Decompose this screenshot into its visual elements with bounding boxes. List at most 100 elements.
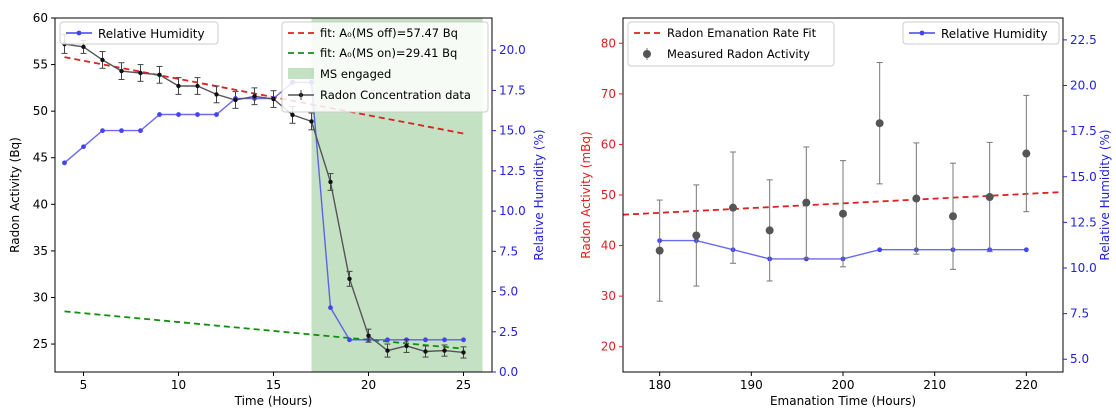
y-left-tick-label: 80 [601,36,616,50]
y-right-tick-label: 2.5 [499,325,518,339]
legend-ms-swatch [288,68,314,79]
legend-humidity-marker [76,30,82,36]
humidity-point [100,128,105,134]
measured-point [729,203,737,212]
y-left-tick-label: 35 [33,244,48,258]
radon-point [423,349,428,354]
legend-humidity: Relative Humidity [59,21,219,45]
y-right-tick-label: 10.0 [1070,261,1097,275]
measured-point [912,194,921,203]
radon-point [385,348,390,353]
radon-point [100,57,105,63]
legend-fit-on-label: fit: A₀(MS on)=29.41 Bq [320,46,457,60]
y-right-tick-label: 5.0 [499,285,518,299]
humidity-point [157,112,162,117]
x-tick-label: 220 [1015,378,1038,392]
y-left-tick-label: 40 [601,239,616,253]
legend-fit-off-label: fit: A₀(MS off)=57.47 Bq [320,26,458,40]
legend-box [627,21,835,67]
legend-fit-label: Radon Emanation Rate Fit [667,26,817,40]
x-tick-label: 15 [266,378,281,392]
radon-point [309,119,314,124]
chart-radon-vs-emanation-time: 180 190 200 210 220 20 30 40 50 60 70 80 5.0 7.5 10.0 1… [579,17,1112,408]
radon-point [290,112,295,118]
measured-point [765,226,774,235]
x-tick-label: 25 [456,378,471,392]
legend-humidity-label: Relative Humidity [98,27,205,41]
humidity-point [214,112,219,117]
fit-line [64,310,464,350]
y-right-tick-label: 10.0 [499,204,526,218]
humidity-point [442,337,447,343]
legend-humidity-label: Relative Humidity [941,27,1048,41]
measured-point [1022,149,1031,158]
measured-point [655,246,664,255]
radon-point [442,348,447,353]
legend-humidity-marker [919,30,925,36]
radon-point [214,92,219,97]
x-axis-label: Time (Hours) [234,394,313,408]
y-left-tick-label: 50 [601,188,616,202]
legend-box [59,21,219,45]
y-right-tick-label: 12.5 [499,164,526,178]
radon-line [64,43,464,354]
y-right-tick-label: 7.5 [499,244,518,258]
radon-point [404,343,409,349]
radon-point [461,350,466,355]
humidity-point [385,337,390,343]
legend-humidity: Relative Humidity [902,21,1060,45]
x-tick-label: 200 [832,378,855,392]
humidity-point [81,144,86,150]
y-left-tick-label: 60 [601,137,616,151]
radon-point [176,83,181,89]
y-left-axis-label: Radon Activity (Bq) [8,137,22,253]
radon-point [252,94,257,99]
y-left-tick-label: 60 [33,11,48,25]
y-right-tick-label: 22.5 [1070,33,1097,47]
y-left-tick-label: 30 [33,290,48,304]
x-tick-label: 5 [80,378,88,392]
humidity-line [64,81,464,341]
humidity-point [423,337,428,343]
measured-point [985,193,994,202]
humidity-point [803,256,809,262]
y-right-axis-label: Relative Humidity (%) [532,129,546,260]
measured-point [949,212,957,221]
y-left-tick-label: 40 [33,197,48,211]
radon-point [157,72,162,78]
legend-measured-marker [643,50,651,58]
humidity-point [176,112,181,117]
x-tick-label: 210 [923,378,946,392]
x-tick-label: 190 [740,378,763,392]
y-right-tick-label: 15.0 [499,124,526,138]
humidity-point [1023,247,1029,253]
y-left-tick-label: 70 [601,87,616,101]
radon-point [328,179,333,185]
humidity-point [328,305,333,311]
measured-point [692,231,701,240]
chart-radon-vs-time: 5 10 15 20 25 25 30 35 40 45 50 55 60 0.0 2.5 5.0 7.5 10.… [8,11,546,408]
legend-ms-label: MS engaged [320,67,391,81]
radon-point [347,276,352,282]
humidity-point [347,337,352,343]
y-right-tick-label: 5.0 [1070,352,1089,366]
humidity-point [119,128,124,134]
legend-main: fit: A₀(MS off)=57.47 Bq fit: A₀(MS on)=2… [281,21,489,113]
y-right-tick-label: 0.0 [499,365,518,379]
y-left-tick-label: 45 [33,151,48,165]
x-tick-label: 20 [361,378,376,392]
radon-point [138,70,143,76]
y-right-tick-label: 15.0 [1070,170,1097,184]
y-left-axis-label: Radon Activity (mBq) [579,131,593,258]
legend-emanation: Radon Emanation Rate Fit Measured Radon A… [627,21,835,67]
radon-point [195,83,200,89]
y-right-tick-label: 20.0 [1070,79,1097,93]
radon-point [233,97,238,103]
y-right-tick-label: 17.5 [1070,124,1097,138]
y-left-tick-label: 20 [601,340,616,354]
y-left-tick-label: 50 [33,104,48,118]
radon-point [119,68,124,74]
y-right-tick-label: 20.0 [499,43,526,57]
x-tick-label: 10 [171,378,186,392]
